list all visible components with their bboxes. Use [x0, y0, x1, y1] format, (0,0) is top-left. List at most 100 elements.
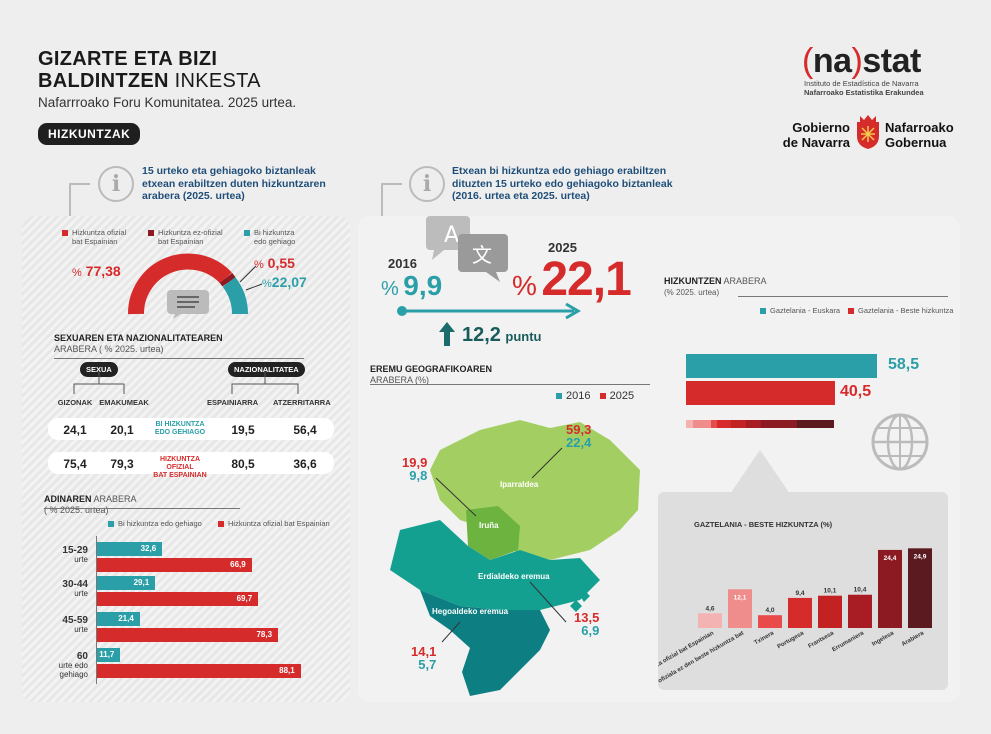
title-bold: BALDINTZEN: [38, 70, 169, 92]
row-label-multi: BI HIZKUNTZA EDO GEHIAGO: [152, 421, 208, 437]
page-subtitle: Nafarrroako Foru Komunitatea. 2025 urtea…: [38, 95, 297, 110]
logo-paren-close: ): [851, 42, 863, 80]
map-value-iparraldea: 59,3 22,4: [566, 423, 591, 449]
left-connector-line: [69, 183, 90, 220]
geo-legend-2016: 2016: [566, 390, 591, 402]
age-title-bold: ADINAREN: [44, 494, 92, 504]
logo-paren-open: (: [802, 42, 813, 80]
age-bar-official-label: 69,7: [236, 594, 253, 603]
iruna-2016: 9,8: [409, 468, 428, 483]
val-2025: 22,1: [541, 253, 631, 306]
up-arrow-icon: [439, 322, 455, 346]
erdialdea-2025: 13,5: [574, 610, 600, 625]
logo-na: na: [812, 42, 852, 80]
lang-legend-2-text: Gaztelania - Beste hizkuntza: [858, 306, 954, 315]
gobernua-text: Nafarroako Gobernua: [885, 120, 954, 150]
cell-r1-espainiarra: 19,5: [231, 423, 255, 437]
value-2025: % 22,1: [512, 252, 632, 307]
lang-value-beste: 40,5: [840, 383, 872, 400]
age-bar-official: 69,7: [97, 592, 259, 606]
chat-bubble-icon: [167, 290, 209, 319]
bar-6: [878, 549, 902, 628]
hegoaldea-2016: 5,7: [418, 657, 437, 672]
bar-value-label: 10,1: [824, 588, 837, 595]
region-iruna: [466, 506, 520, 560]
sex-nat-connectors: [73, 372, 299, 394]
age-title: ADINAREN ARABERA( % 2025. urtea): [44, 494, 137, 516]
left-info-line3: arabera (2025. urtea): [142, 190, 245, 202]
map-value-erdialdea: 13,5 6,9: [574, 611, 599, 637]
region-iparraldea: [430, 420, 640, 560]
region-erdialdea: [390, 520, 600, 610]
bar-value-label: 24,4: [884, 555, 897, 562]
geo-title: EREMU GEOGRAFIKOAREN ARABERA (%): [370, 364, 492, 386]
right-info-line1: Etxean bi hizkuntza edo gehiago erabiltz…: [452, 165, 667, 177]
age-group-label-2: urte: [74, 555, 88, 564]
age-title-light: ARABERA: [91, 494, 137, 504]
geo-title-light: ARABERA (%): [370, 375, 430, 385]
lang-value-euskara: 58,5: [888, 356, 920, 373]
age-group-label: 15-29 urte: [38, 545, 88, 565]
pct-2016: %: [381, 278, 399, 300]
age-bar-multi: 11,7: [97, 648, 121, 662]
lang-title: HIZKUNTZEN ARABERA (% 2025. urtea): [664, 276, 767, 298]
year-2025: 2025: [548, 240, 577, 255]
lang-strip-segment: [692, 420, 711, 428]
cell-r2-espainiarra: 80,5: [231, 457, 255, 471]
iparraldea-2016: 22,4: [566, 435, 592, 450]
donut-value-multi: %22,07: [262, 274, 307, 290]
title-light: INKESTA: [168, 70, 261, 92]
nastat-subtitle: Instituto de Estadística de Navarra Nafar…: [804, 79, 924, 97]
bar-category-label: Arabiera: [901, 630, 926, 648]
age-group-label-2: urte: [74, 625, 88, 634]
year-2016: 2016: [388, 256, 417, 271]
lang-strip-segment: [745, 420, 761, 428]
navarra-map: [390, 420, 640, 696]
lang-title-light: ARABERA: [721, 276, 767, 286]
age-group-label: 45-59 urte: [38, 616, 88, 635]
age-legend-1-text: Bi hizkuntza edo gehiago: [118, 519, 202, 528]
bar-category-label: Txinera: [754, 630, 776, 646]
region-hegoaldea: [420, 590, 550, 696]
cell-r2-atzerritarra: 36,6: [293, 457, 317, 471]
change-unit: puntu: [505, 329, 542, 344]
age-bar-multi: 21,4: [97, 612, 140, 626]
donut-pct2: %: [254, 259, 264, 271]
map-label-iruna: Iruña: [479, 521, 499, 530]
bar-3: [788, 597, 812, 628]
age-subtitle: ( % 2025. urtea): [44, 505, 109, 515]
geo-legend-2025: 2025: [609, 390, 635, 402]
svg-text:文: 文: [472, 243, 492, 267]
navarra-shield-icon: [857, 115, 879, 149]
lang-subtitle: (% 2025. urtea): [664, 288, 720, 297]
gob-left1: Gobierno: [792, 120, 850, 135]
age-legend-2: Hizkuntza ofizial bat Espainian: [218, 519, 330, 528]
geo-title-bold: EREMU GEOGRAFIKOAREN: [370, 364, 493, 374]
bar-7: [908, 548, 932, 628]
bar-1: [728, 589, 752, 628]
cell-r2-emakumeak: 79,3: [110, 457, 134, 471]
nastat-sub2: Nafarroako Estatistika Erakundea: [804, 88, 924, 97]
chart-pointer: [730, 450, 790, 494]
bar-value-label: 12,1: [734, 594, 747, 601]
col-espainiarra: ESPAINIARRA: [207, 398, 259, 407]
info-icon-left: i: [98, 166, 134, 202]
donut-val2: 0,55: [267, 255, 295, 271]
bar-0: [698, 613, 722, 628]
change-value: 12,2 puntu: [462, 324, 541, 347]
gob-right2: Gobernua: [885, 135, 947, 150]
cell-r1-atzerritarra: 56,4: [293, 423, 317, 437]
bar-4: [818, 595, 842, 628]
cell-r2-gizonak: 75,4: [63, 457, 87, 471]
nastat-logo: (na)stat: [802, 42, 921, 81]
donut-arc-multi: [222, 277, 248, 315]
age-legend-1: Bi hizkuntza edo gehiago: [108, 519, 202, 528]
donut-legend-2: Hizkuntza ez-ofizial bat Espainian: [148, 228, 223, 246]
left-info-line1: 15 urteko eta gehiagoko biztanleak: [142, 165, 316, 177]
lang-strip-segment: [797, 420, 834, 428]
bar-category-label: Frantsesa: [807, 630, 835, 650]
donut-legend-1b: bat Espainian: [72, 237, 118, 246]
age-group-label-1: 30-44: [62, 579, 88, 590]
age-bar-official-label: 78,3: [256, 630, 273, 639]
age-group-label-1: 15-29: [62, 545, 88, 556]
